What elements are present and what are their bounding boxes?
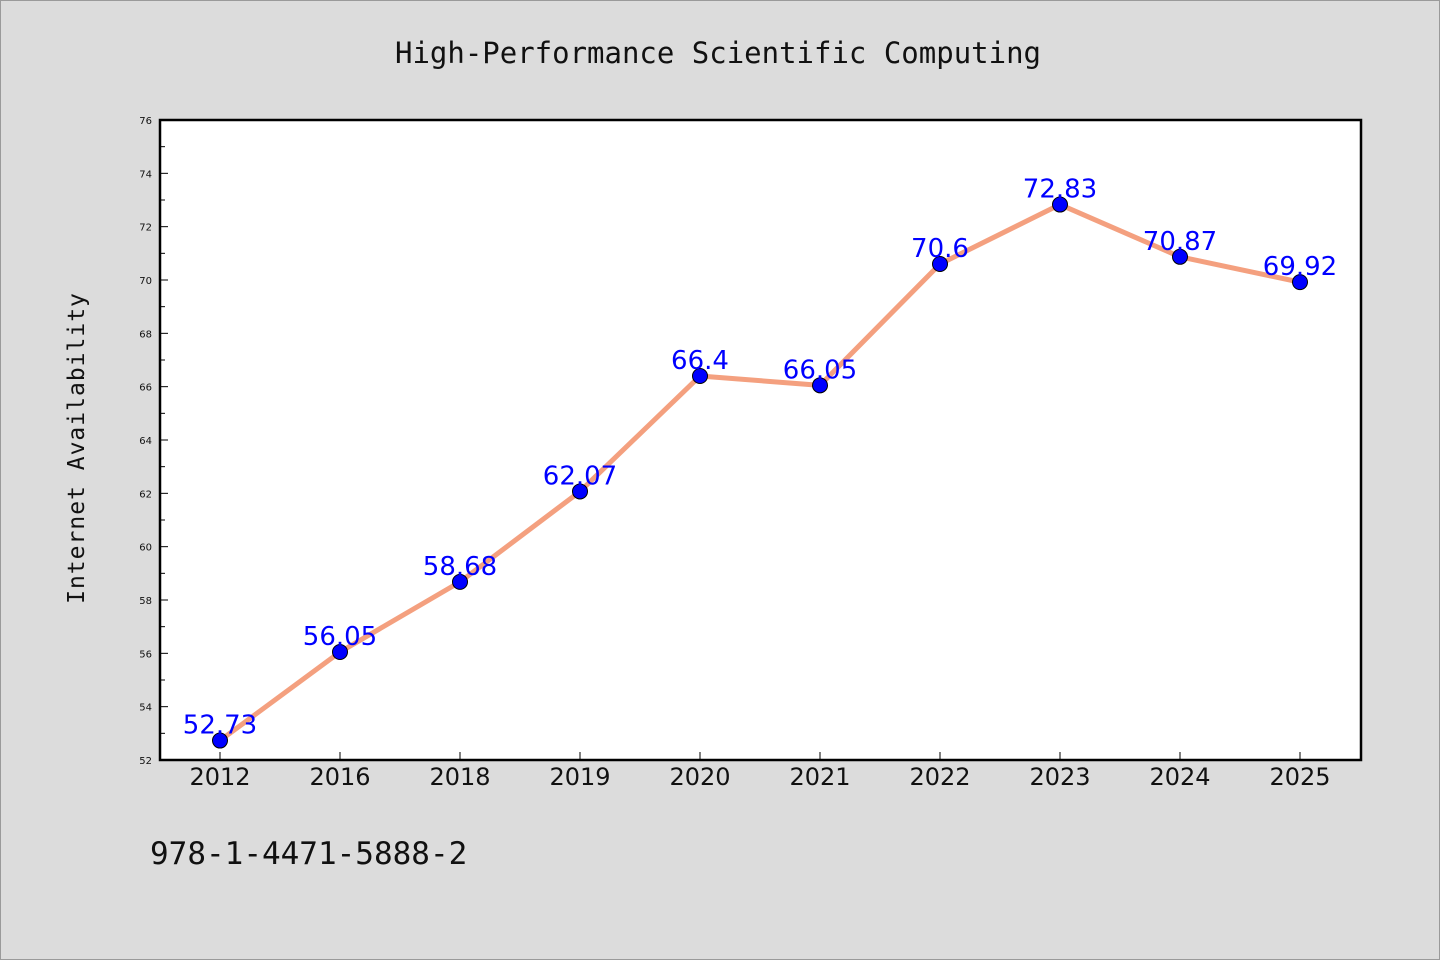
y-axis-ticks: 52 54 56 58 60 62 64 66 68 70 72 74 76 <box>139 116 168 767</box>
y-tick-label: 72 <box>139 223 152 234</box>
y-tick-label: 76 <box>139 116 152 127</box>
data-label: 58.68 <box>423 552 497 582</box>
series-group: 52.73 56.05 58.68 62.07 66.4 66.05 70.6 72.83 70… <box>183 175 1337 749</box>
data-point <box>1172 248 1188 265</box>
x-tick-label: 2019 <box>549 763 610 791</box>
x-tick-label: 2016 <box>309 763 370 791</box>
data-label: 69.92 <box>1263 252 1337 282</box>
data-point <box>692 368 708 384</box>
y-tick-label: 70 <box>139 276 152 287</box>
x-tick-label: 2022 <box>909 763 970 791</box>
data-label: 56.05 <box>303 622 377 652</box>
x-tick-label: 2021 <box>789 763 850 791</box>
data-point <box>812 377 828 394</box>
data-point <box>932 256 948 272</box>
x-tick-label: 2024 <box>1149 763 1210 791</box>
y-tick-label: 58 <box>139 596 152 607</box>
data-point <box>452 573 468 590</box>
data-point <box>1292 274 1308 291</box>
data-label: 66.4 <box>671 346 729 376</box>
series-line <box>217 202 1303 744</box>
plot-border <box>158 118 1363 762</box>
data-point <box>572 483 588 500</box>
y-tick-label: 68 <box>139 329 152 340</box>
plot-area <box>160 120 1361 760</box>
y-tick-label: 54 <box>139 703 152 714</box>
data-label: 62.07 <box>543 461 617 491</box>
x-tick-label: 2018 <box>429 763 490 791</box>
footer-code: 978-1-4471-5888-2 <box>150 836 467 872</box>
data-label: 70.6 <box>911 234 969 264</box>
y-tick-label: 74 <box>139 169 152 180</box>
x-tick-label: 2012 <box>189 763 250 791</box>
y-tick-label: 56 <box>139 649 152 660</box>
x-tick-label: 2023 <box>1029 763 1090 791</box>
data-label: 52.73 <box>183 711 257 741</box>
x-tick-label: 2020 <box>669 763 730 791</box>
y-tick-label: 60 <box>139 543 152 554</box>
y-tick-label: 52 <box>139 756 152 767</box>
data-label: 72.83 <box>1023 175 1097 205</box>
y-tick-label: 66 <box>139 383 152 394</box>
y-axis-label: Internet Availability <box>64 292 90 604</box>
chart-title: High-Performance Scientific Computing <box>395 36 1041 70</box>
y-tick-label: 64 <box>139 436 152 447</box>
data-point <box>1052 196 1068 213</box>
data-label: 70.87 <box>1143 227 1217 257</box>
data-point <box>212 732 228 749</box>
x-axis-ticks: 2012 2016 2018 2019 2020 2021 2022 2023 2024 2025 <box>189 752 1331 791</box>
y-tick-label: 62 <box>139 489 152 500</box>
x-tick-label: 2025 <box>1269 763 1330 791</box>
data-point <box>332 644 348 660</box>
data-label: 66.05 <box>783 355 857 385</box>
